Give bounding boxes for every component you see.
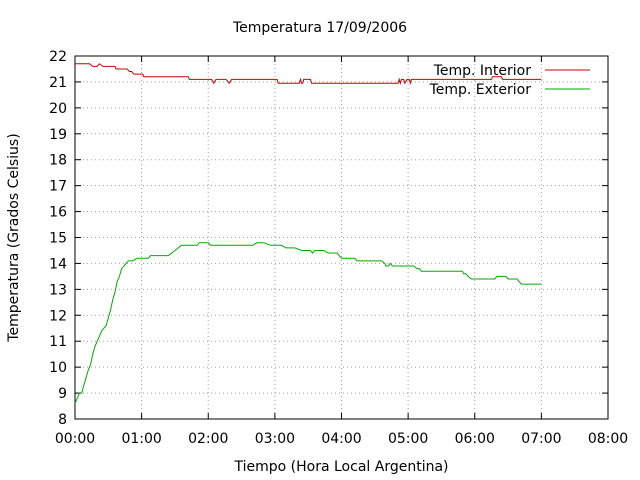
- y-tick-label: 10: [49, 360, 67, 376]
- series-line-interior: [75, 63, 542, 86]
- legend: Temp. Interior Temp. Exterior: [429, 63, 590, 98]
- ticks-layer: 8 9 10 11 12 13 14 15 16 17 18 19 20 21 22 00:00 01:00 02…: [49, 49, 628, 447]
- y-tick-label: 11: [49, 334, 67, 350]
- legend-label-interior: Temp. Interior: [433, 63, 532, 79]
- y-tick-label: 17: [49, 179, 67, 195]
- grid-layer: [75, 56, 608, 419]
- x-tick-label: 08:00: [588, 431, 628, 447]
- y-tick-label: 14: [49, 256, 67, 272]
- y-tick-label: 16: [49, 205, 67, 221]
- series-line-exterior: [74, 242, 542, 404]
- series-layer: [74, 63, 542, 404]
- y-tick-label: 9: [58, 386, 67, 402]
- y-tick-label: 12: [49, 308, 67, 324]
- x-tick-label: 01:00: [121, 431, 161, 447]
- y-tick-label: 19: [49, 127, 67, 143]
- x-tick-label: 07:00: [521, 431, 561, 447]
- y-tick-label: 21: [49, 75, 67, 91]
- x-axis-label: Tiempo (Hora Local Argentina): [234, 459, 449, 475]
- y-tick-label: 15: [49, 231, 67, 247]
- y-axis-label: Temperatura (Grados Celsius): [6, 133, 22, 342]
- x-tick-label: 00:00: [55, 431, 95, 447]
- legend-label-exterior: Temp. Exterior: [429, 82, 532, 98]
- chart-title: Temperatura 17/09/2006: [232, 20, 407, 36]
- x-tick-label: 04:00: [321, 431, 361, 447]
- x-tick-label: 02:00: [188, 431, 228, 447]
- y-tick-label: 20: [49, 101, 67, 117]
- y-tick-label: 18: [49, 153, 67, 169]
- x-tick-label: 06:00: [455, 431, 495, 447]
- x-tick-label: 05:00: [388, 431, 428, 447]
- y-tick-label: 13: [49, 282, 67, 298]
- x-tick-label: 03:00: [255, 431, 295, 447]
- y-tick-label: 8: [58, 412, 67, 428]
- y-tick-label: 22: [49, 49, 67, 65]
